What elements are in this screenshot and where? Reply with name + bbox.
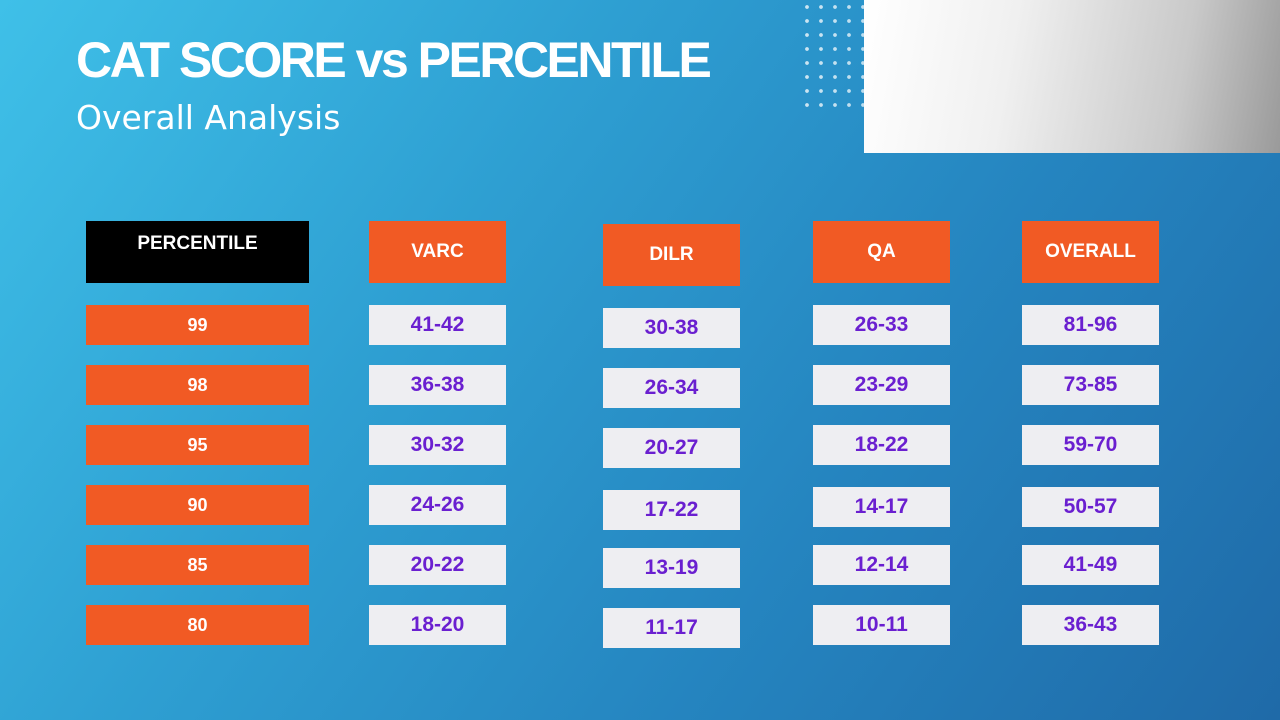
percentile-cell: 98 [86, 365, 309, 405]
page-subtitle: Overall Analysis [76, 98, 341, 137]
overall-score-cell: 41-49 [1022, 545, 1159, 585]
overall-score-cell: 73-85 [1022, 365, 1159, 405]
header-dilr: DILR [603, 224, 740, 286]
dilr-score-cell: 30-38 [603, 308, 740, 348]
page-title: CAT SCORE vs PERCENTILE [76, 32, 712, 88]
qa-score-cell: 26-33 [813, 305, 950, 345]
varc-score-cell: 18-20 [369, 605, 506, 645]
qa-score-cell: 18-22 [813, 425, 950, 465]
dilr-score-cell: 17-22 [603, 490, 740, 530]
qa-score-cell: 12-14 [813, 545, 950, 585]
varc-score-cell: 20-22 [369, 545, 506, 585]
percentile-cell: 95 [86, 425, 309, 465]
dilr-score-cell: 26-34 [603, 368, 740, 408]
varc-score-cell: 36-38 [369, 365, 506, 405]
dilr-score-cell: 20-27 [603, 428, 740, 468]
overall-score-cell: 59-70 [1022, 425, 1159, 465]
decorative-gradient-panel [864, 0, 1280, 153]
percentile-cell: 85 [86, 545, 309, 585]
percentile-cell: 99 [86, 305, 309, 345]
qa-score-cell: 23-29 [813, 365, 950, 405]
header-qa: QA [813, 221, 950, 283]
header-percentile: PERCENTILE [86, 221, 309, 283]
varc-score-cell: 24-26 [369, 485, 506, 525]
dilr-score-cell: 13-19 [603, 548, 740, 588]
qa-score-cell: 10-11 [813, 605, 950, 645]
percentile-cell: 90 [86, 485, 309, 525]
dilr-score-cell: 11-17 [603, 608, 740, 648]
header-overall: OVERALL [1022, 221, 1159, 283]
overall-score-cell: 36-43 [1022, 605, 1159, 645]
varc-score-cell: 30-32 [369, 425, 506, 465]
varc-score-cell: 41-42 [369, 305, 506, 345]
overall-score-cell: 50-57 [1022, 487, 1159, 527]
overall-score-cell: 81-96 [1022, 305, 1159, 345]
header-varc: VARC [369, 221, 506, 283]
qa-score-cell: 14-17 [813, 487, 950, 527]
percentile-cell: 80 [86, 605, 309, 645]
